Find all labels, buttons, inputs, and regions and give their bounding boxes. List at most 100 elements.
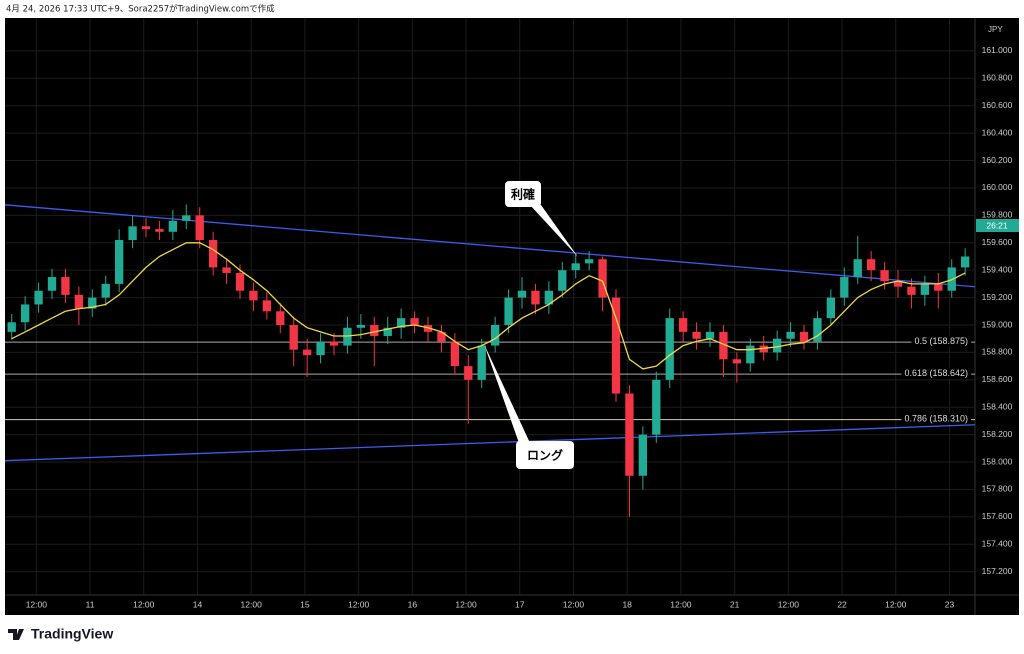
candle-body: [329, 341, 339, 346]
annotation-box: [516, 441, 574, 469]
candle-body: [155, 229, 164, 232]
candle-body: [222, 267, 231, 273]
candle-body: [88, 297, 97, 309]
x-tick-label: 11: [86, 599, 95, 609]
logo: TradingView: [8, 626, 113, 642]
logo-icon: [8, 629, 24, 640]
candle-body: [772, 338, 782, 353]
plot: 0.5 (158.875) 0.618 (158.642) 0.786 (158.3…: [4, 204, 976, 517]
candle-body: [450, 341, 460, 367]
fib-label: 0.5 (158.875): [914, 336, 968, 346]
candle-body: [276, 311, 285, 326]
candle-body: [61, 277, 70, 295]
y-tick-label: 160.400: [982, 127, 1013, 137]
candle-body: [638, 434, 648, 476]
x-tick-label: 12:00: [563, 599, 585, 609]
candle-body: [652, 379, 661, 435]
annotation: ロング: [484, 344, 574, 469]
candle-body: [208, 240, 218, 268]
candle-body: [343, 327, 352, 346]
candle-body: [571, 263, 580, 271]
currency: JPY: [988, 25, 1003, 34]
x-tick-label: 18: [622, 599, 632, 609]
x-tick-label: 22: [837, 599, 847, 609]
y-tick-label: 158.600: [982, 374, 1013, 384]
y-tick-label: 160.800: [982, 73, 1013, 83]
countdown-box: [976, 219, 1019, 232]
candle-body: [423, 325, 433, 332]
candle-body: [490, 325, 500, 346]
countdown: 26:21: [986, 220, 1008, 230]
x-tick-label: 16: [408, 599, 418, 609]
candle-body: [316, 341, 325, 356]
candle-body: [692, 331, 701, 339]
y-tick-label: 158.400: [982, 401, 1013, 411]
x-tick-label: 12:00: [26, 599, 48, 609]
y-tick-label: 158.200: [982, 429, 1013, 439]
trend-line: [4, 204, 976, 288]
annotation: 利確: [505, 181, 578, 257]
candle-body: [678, 318, 688, 332]
y-tick-label: 159.400: [982, 264, 1013, 274]
candle-body: [20, 304, 30, 323]
fib-label: 0.786 (158.310): [904, 413, 968, 423]
fib-label: 0.618 (158.642): [904, 368, 968, 378]
candle-body: [114, 240, 124, 284]
candle-body: [302, 349, 312, 356]
candle-body: [235, 272, 245, 291]
candle-body: [249, 290, 258, 301]
x-tick-label: 12:00: [133, 599, 155, 609]
grid: [5, 18, 975, 595]
candle-body: [531, 290, 540, 305]
y-tick-label: 158.000: [982, 456, 1013, 466]
candle-body: [517, 290, 527, 298]
y-tick-label: 160.200: [982, 155, 1013, 165]
candle-body: [866, 259, 876, 271]
candle-body: [934, 283, 943, 291]
candle-body: [920, 283, 930, 295]
annotation-pointer: [530, 205, 578, 257]
candle-body: [356, 325, 366, 328]
candle-body: [719, 331, 728, 360]
candle-body: [840, 277, 849, 298]
candle-body: [410, 318, 419, 326]
annotation-text: 利確: [511, 187, 535, 202]
y-tick-label: 159.800: [982, 210, 1013, 220]
candle-body: [289, 325, 298, 350]
y-tick-label: 159.000: [982, 319, 1013, 329]
x-tick-label: 15: [300, 599, 310, 609]
candle-body: [625, 393, 634, 476]
x-tick-label: 17: [515, 599, 525, 609]
candle-body: [74, 294, 84, 309]
candle-body: [34, 290, 43, 305]
caption: 4月 24, 2026 17:33 UTC+9、Sora2257がTrading…: [6, 4, 275, 15]
candle-body: [584, 259, 594, 264]
x-tick-label: 23: [945, 599, 955, 609]
y-tick-label: 157.400: [982, 539, 1013, 549]
candle-body: [598, 259, 607, 298]
candle-body: [168, 220, 178, 232]
x-tick-label: 12:00: [455, 599, 477, 609]
fib-label-bg: [911, 336, 971, 347]
x-tick-label: 12:00: [348, 599, 370, 609]
y-tick-label: 160.000: [982, 182, 1013, 192]
candle-body: [370, 325, 379, 336]
y-tick-label: 157.800: [982, 484, 1013, 494]
candle-body: [101, 283, 110, 298]
candle-body: [464, 366, 473, 380]
y-tick-label: 159.600: [982, 237, 1013, 247]
candle-body: [907, 286, 916, 295]
moving-average: [11, 242, 966, 370]
candle-body: [960, 256, 970, 268]
annotation-box: [505, 181, 541, 207]
x-tick-label: 21: [730, 599, 740, 609]
candle-body: [813, 318, 822, 342]
y-tick-label: 161.000: [982, 45, 1013, 55]
candle-body: [7, 322, 16, 332]
annotation-text: ロング: [527, 448, 563, 463]
y-tick-label: 159.200: [982, 292, 1013, 302]
candle-body: [437, 331, 446, 342]
candle-body: [128, 226, 137, 241]
annotation-pointer: [484, 344, 530, 443]
